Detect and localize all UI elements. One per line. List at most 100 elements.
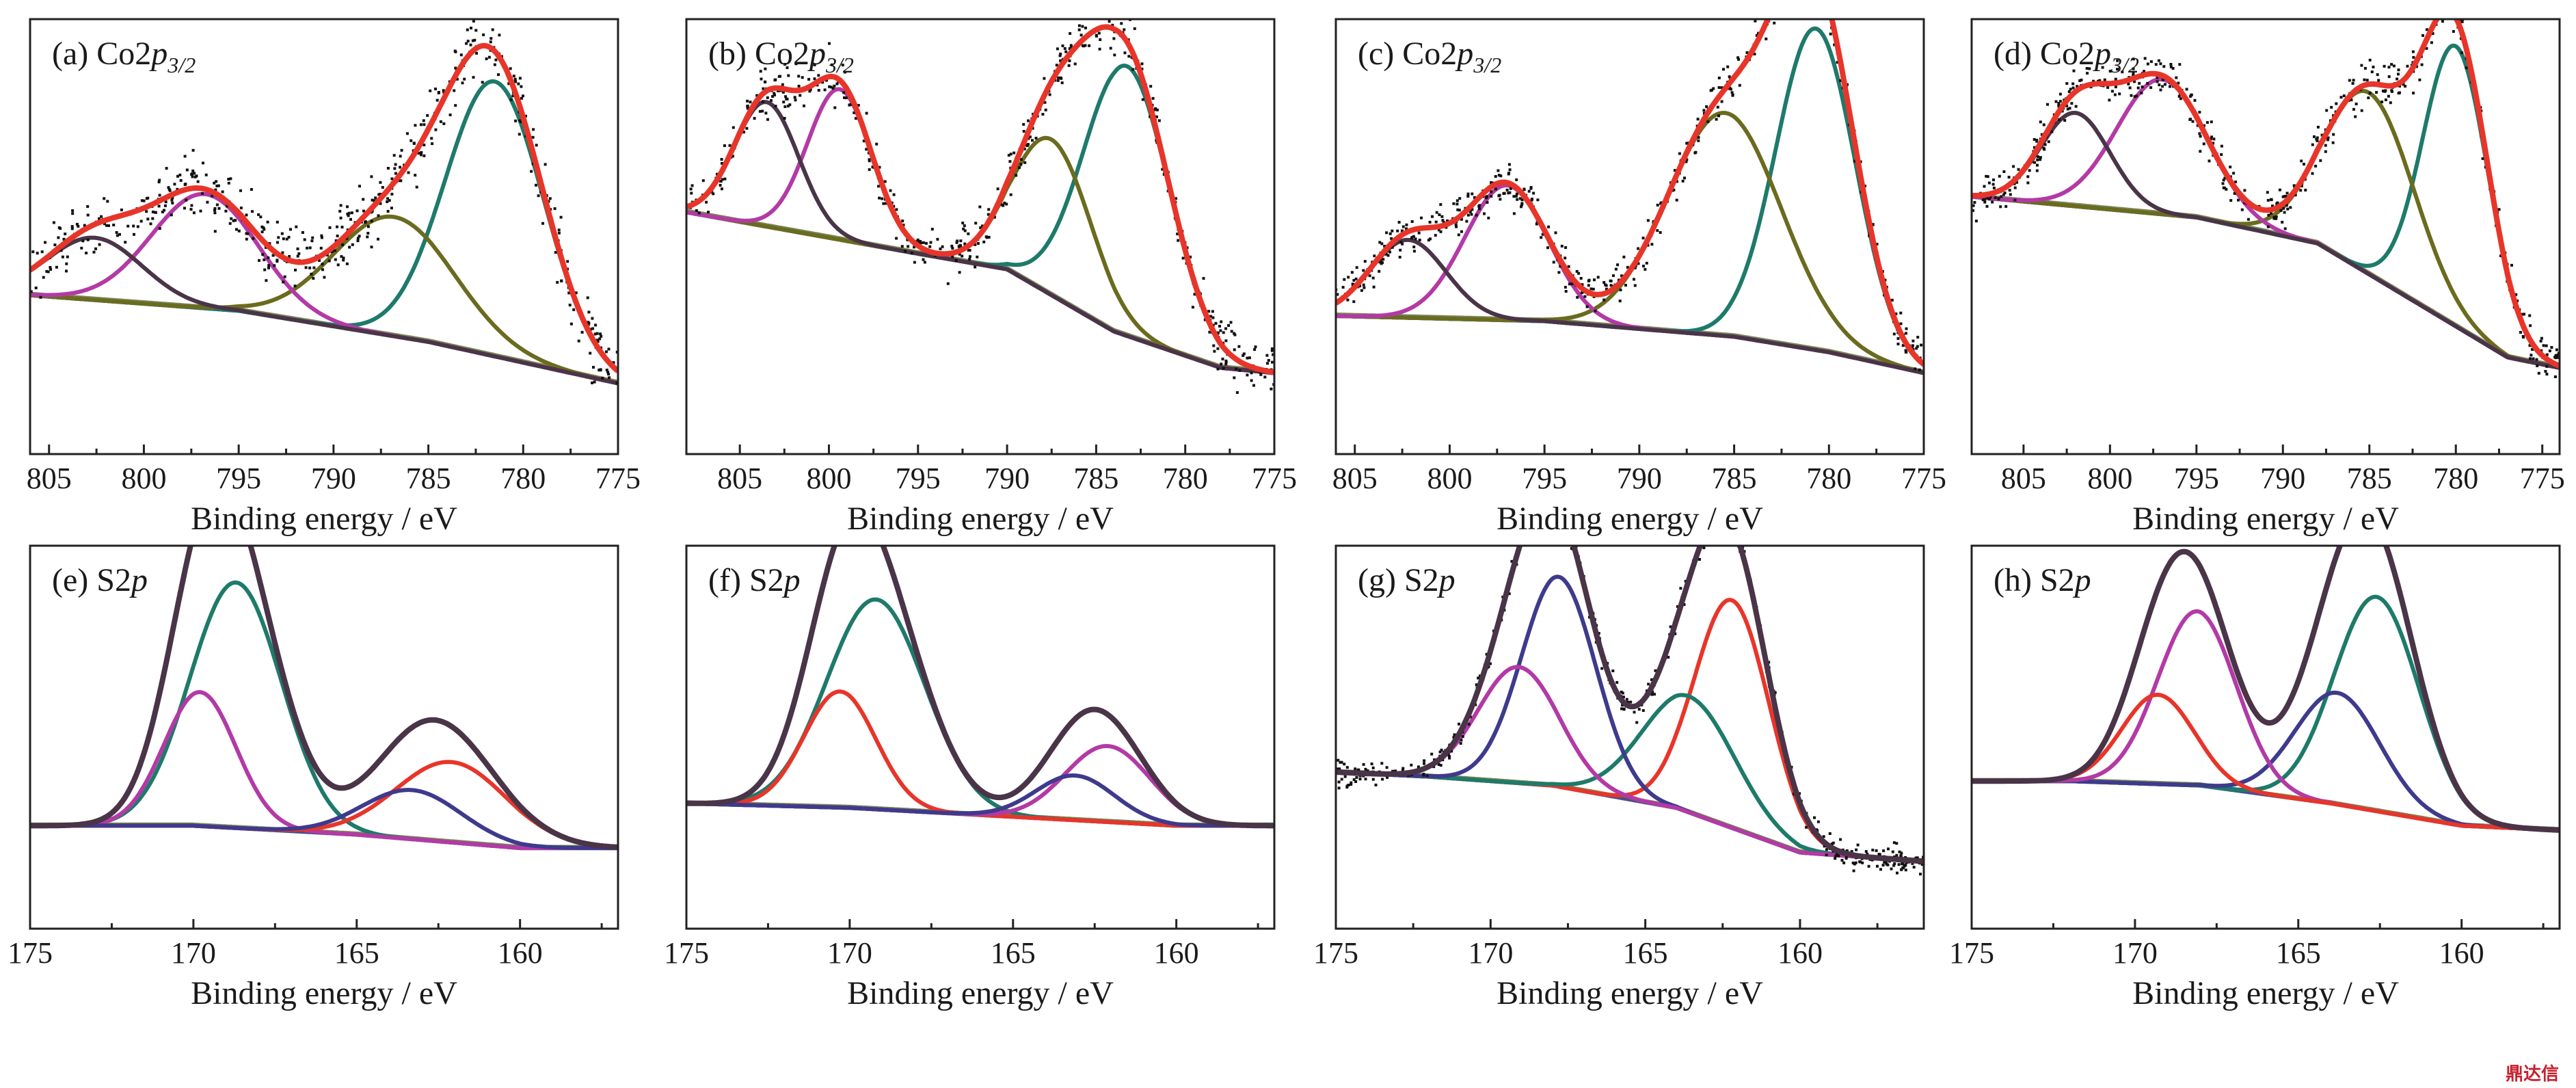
data-point bbox=[226, 204, 229, 208]
data-point bbox=[1629, 700, 1633, 704]
data-point bbox=[2351, 82, 2354, 85]
data-point bbox=[170, 198, 174, 202]
data-point bbox=[1023, 161, 1027, 164]
data-point bbox=[438, 91, 440, 94]
data-point bbox=[1442, 221, 1445, 224]
data-point bbox=[103, 222, 106, 226]
data-point bbox=[472, 19, 475, 23]
data-point bbox=[107, 224, 110, 227]
component-peak-c-2 bbox=[1336, 111, 1924, 375]
data-point bbox=[773, 92, 776, 95]
data-point bbox=[1490, 190, 1493, 194]
data-point bbox=[593, 380, 596, 384]
data-point bbox=[1618, 278, 1620, 282]
data-point bbox=[170, 213, 173, 217]
data-point bbox=[1621, 704, 1624, 707]
data-point bbox=[2210, 137, 2212, 140]
data-point bbox=[1520, 541, 1522, 544]
data-point bbox=[281, 251, 284, 254]
data-point bbox=[1380, 262, 1383, 265]
data-point bbox=[470, 27, 472, 29]
data-point bbox=[1470, 213, 1473, 216]
data-point bbox=[1490, 181, 1493, 185]
x-tick-label: 775 bbox=[2520, 462, 2565, 495]
x-tick-label: 800 bbox=[806, 462, 851, 495]
watermark: 鼎达信 bbox=[2506, 1060, 2559, 1085]
data-point bbox=[695, 209, 698, 212]
data-point bbox=[2057, 104, 2061, 107]
data-point bbox=[907, 245, 910, 248]
data-point bbox=[1454, 223, 1458, 226]
data-point bbox=[2528, 344, 2532, 347]
component-peak-d-4 bbox=[1972, 111, 2560, 370]
data-point bbox=[414, 174, 417, 177]
data-point bbox=[950, 244, 954, 248]
data-point bbox=[399, 165, 402, 169]
data-point bbox=[2529, 357, 2532, 360]
data-point bbox=[1378, 261, 1382, 264]
data-point bbox=[185, 168, 189, 172]
data-point bbox=[422, 119, 425, 122]
data-point bbox=[120, 208, 123, 211]
data-point bbox=[2550, 346, 2553, 349]
data-point bbox=[1412, 250, 1416, 253]
data-point bbox=[1224, 327, 1227, 330]
data-point bbox=[1362, 269, 1365, 272]
plot-area-c bbox=[1336, 19, 1924, 375]
data-point bbox=[237, 229, 241, 233]
data-point bbox=[608, 376, 611, 380]
data-point bbox=[520, 96, 523, 100]
data-point bbox=[786, 97, 789, 101]
data-point bbox=[1518, 539, 1521, 542]
data-point bbox=[755, 94, 759, 97]
data-point bbox=[1108, 20, 1111, 23]
data-point bbox=[1705, 105, 1708, 108]
data-point bbox=[393, 167, 397, 170]
data-point bbox=[1611, 669, 1615, 672]
data-point bbox=[919, 239, 922, 243]
data-point bbox=[1622, 695, 1625, 699]
envelope-fit-b bbox=[686, 24, 1274, 375]
data-point bbox=[190, 204, 193, 207]
data-point bbox=[1414, 237, 1417, 241]
data-point bbox=[118, 233, 121, 236]
data-point bbox=[1600, 667, 1604, 670]
data-point bbox=[320, 236, 323, 239]
data-point bbox=[2162, 65, 2166, 68]
data-point bbox=[764, 111, 768, 115]
data-point bbox=[328, 226, 332, 229]
data-point bbox=[1885, 861, 1888, 864]
data-point bbox=[1891, 850, 1894, 853]
envelope-fit-g bbox=[1336, 546, 1924, 864]
x-tick-label: 175 bbox=[1313, 936, 1358, 970]
data-point bbox=[1019, 163, 1023, 166]
data-point bbox=[86, 238, 90, 241]
data-point bbox=[1347, 276, 1350, 279]
data-point bbox=[30, 290, 33, 293]
data-point bbox=[1624, 284, 1627, 287]
data-point bbox=[1731, 94, 1734, 97]
data-point bbox=[66, 255, 69, 258]
data-point bbox=[1465, 220, 1468, 223]
data-point bbox=[1527, 189, 1531, 193]
data-point bbox=[1355, 775, 1358, 779]
data-point bbox=[1530, 198, 1533, 202]
data-point bbox=[758, 109, 762, 113]
axes-frame-f bbox=[685, 544, 1276, 930]
data-point bbox=[2193, 98, 2197, 102]
data-point bbox=[2092, 79, 2095, 83]
data-point bbox=[2175, 76, 2178, 79]
data-point bbox=[489, 37, 493, 40]
data-point bbox=[312, 277, 315, 280]
data-point bbox=[49, 267, 53, 271]
data-point bbox=[569, 322, 573, 326]
data-point bbox=[1434, 220, 1438, 224]
data-point bbox=[1568, 282, 1571, 286]
data-point bbox=[1717, 86, 1721, 89]
data-point bbox=[1890, 867, 1893, 871]
data-point bbox=[2220, 144, 2223, 148]
data-point bbox=[1343, 775, 1347, 778]
data-point bbox=[2545, 344, 2548, 347]
